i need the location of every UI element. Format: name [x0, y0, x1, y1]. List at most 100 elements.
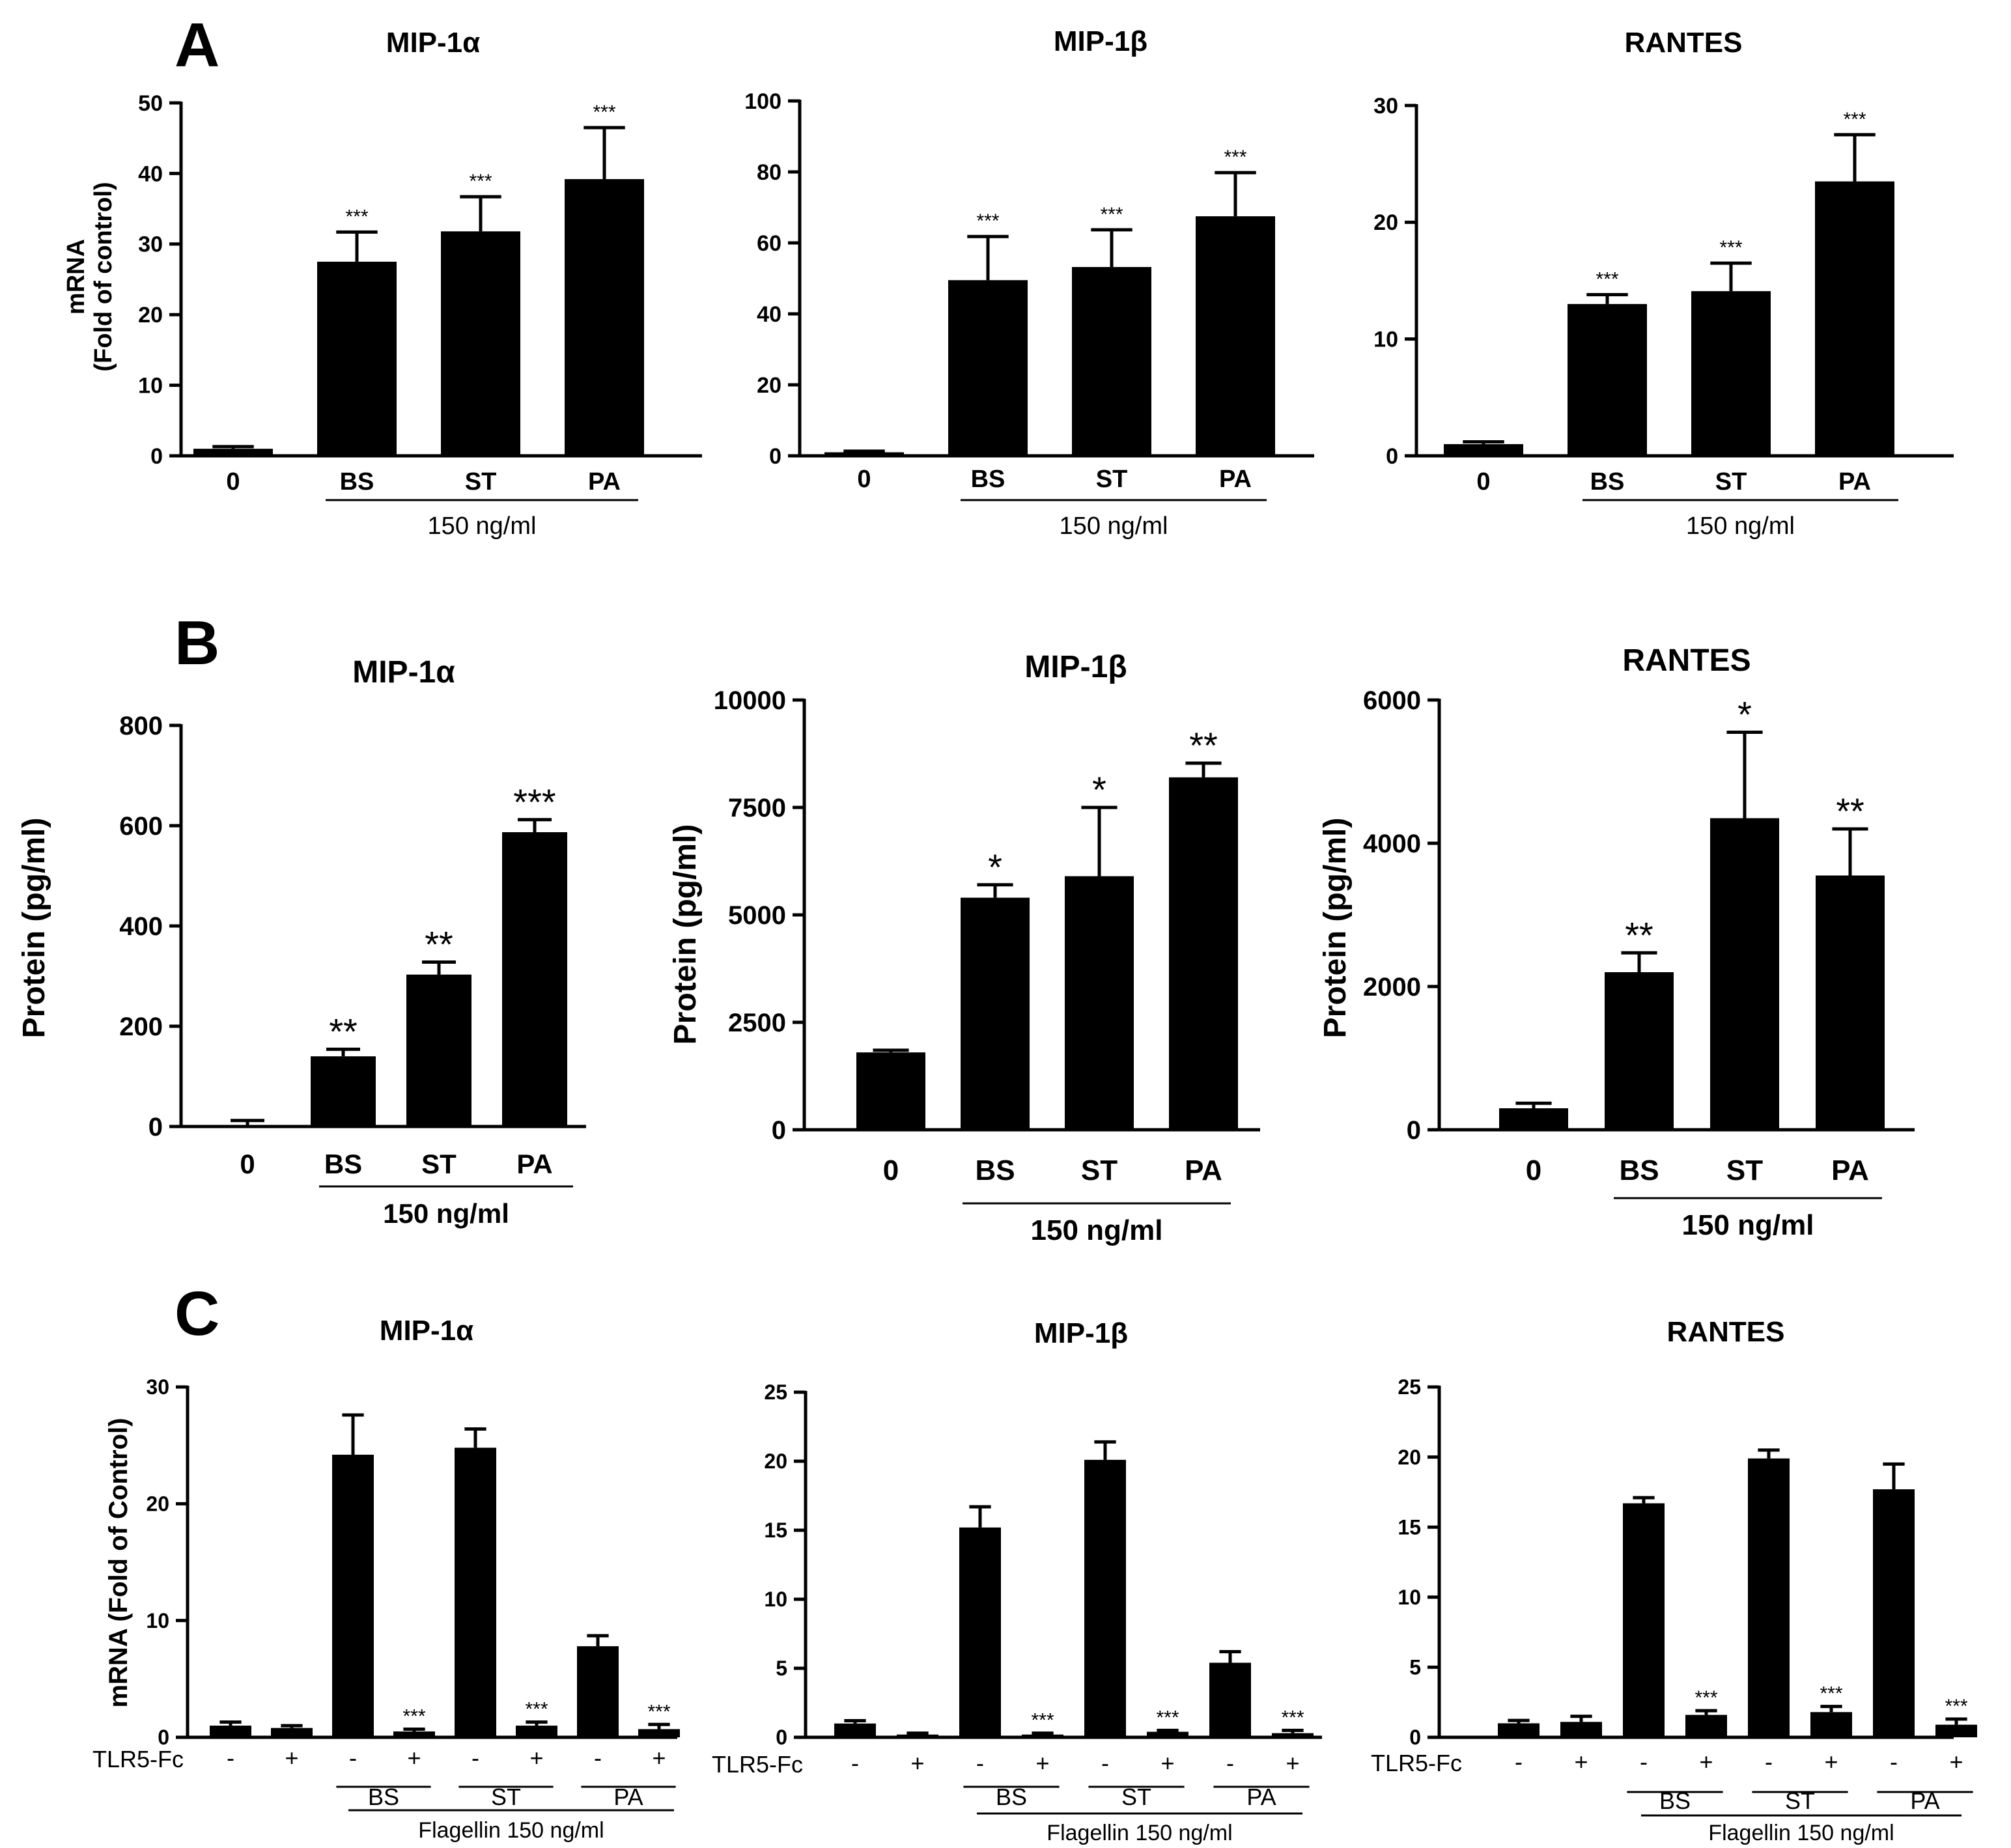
group-label: 150 ng/ml — [1686, 512, 1795, 540]
category-label: 0 — [1476, 468, 1490, 496]
y-tick-label: 80 — [757, 160, 781, 185]
y-tick-label: 40 — [138, 161, 163, 186]
bar — [317, 261, 397, 456]
chart-c-3: RANTES 0 5 10 15 20 25 - + - *** + - *** + - *** + TLR5-Fc… — [1371, 1316, 1977, 1845]
group-label: 150 ng/ml — [1682, 1209, 1814, 1241]
tlr-sign-label: - — [594, 1744, 602, 1771]
y-axis-label-line: Protein (pg/ml) — [1318, 818, 1353, 1039]
tlr-sign-label: + — [652, 1744, 666, 1771]
bar — [210, 1726, 251, 1737]
bar — [1196, 216, 1275, 456]
tlr-sign-label: + — [910, 1750, 924, 1776]
bar — [824, 452, 904, 456]
category-label: ST — [1715, 468, 1747, 496]
chart-b-3: RANTES 0 2000 4000 6000 Protein (pg/ml) 0 ** BS *… — [1318, 643, 1915, 1241]
y-tick-label: 10 — [146, 1609, 169, 1632]
chart-title: MIP-1α — [380, 1315, 473, 1347]
y-axis-label: Protein (pg/ml) — [1318, 818, 1353, 1039]
y-tick-label: 600 — [119, 812, 163, 841]
significance-label: *** — [593, 102, 615, 123]
bar — [577, 1646, 619, 1737]
significance-label: *** — [1820, 1683, 1842, 1705]
category-label: ST — [1081, 1155, 1118, 1186]
y-tick-label: 10 — [764, 1588, 787, 1611]
bar — [948, 280, 1028, 456]
category-label: PA — [588, 468, 621, 496]
subgroup-label: BS — [1659, 1787, 1691, 1814]
bar — [1022, 1734, 1063, 1737]
y-tick-label: 2500 — [728, 1009, 786, 1037]
tlr-sign-label: - — [1890, 1748, 1898, 1775]
chart-c-2: MIP-1β 0 5 10 15 20 25 - + - *** + - *** + - *** + TLR5-Fc… — [712, 1317, 1322, 1845]
significance-label: *** — [1281, 1707, 1304, 1728]
y-tick-label: 0 — [148, 1113, 163, 1141]
subgroup-label: ST — [491, 1784, 521, 1810]
significance-label: *** — [402, 1705, 425, 1727]
bar — [1605, 972, 1674, 1130]
bar — [332, 1455, 374, 1737]
y-tick-label: 0 — [776, 1726, 787, 1749]
chart-c-1: MIP-1α 0 10 20 30 mRNA (Fold of Control) - + - **… — [92, 1315, 680, 1843]
bar — [834, 1723, 876, 1737]
category-label: BS — [340, 468, 374, 496]
tlr5-fc-label: TLR5-Fc — [712, 1751, 803, 1778]
y-tick-label: 40 — [757, 302, 781, 327]
y-tick-label: 50 — [138, 91, 163, 116]
tlr-sign-label: - — [1101, 1750, 1109, 1776]
panel-label-a: A — [175, 10, 219, 80]
significance-label: *** — [1156, 1707, 1179, 1728]
bar — [1560, 1722, 1602, 1737]
category-label: BS — [971, 466, 1006, 493]
bar — [638, 1729, 680, 1737]
y-axis-label: mRNA(Fold of control) — [63, 182, 117, 371]
tlr-sign-label: + — [285, 1744, 298, 1771]
bar — [1169, 777, 1238, 1130]
panel-label-c: C — [175, 1279, 219, 1349]
tlr-sign-label: - — [1226, 1750, 1234, 1776]
y-tick-label: 20 — [1398, 1446, 1421, 1469]
tlr-sign-label: - — [227, 1744, 234, 1771]
y-tick-label: 30 — [146, 1375, 169, 1399]
y-tick-label: 20 — [764, 1449, 787, 1473]
chart-a-3: RANTES 0 10 20 30 0 *** BS *** ST *** PA 150 ng/ml — [1373, 27, 1954, 540]
significance-label: ** — [329, 1011, 358, 1052]
y-axis-label-line: Protein (pg/ml) — [17, 818, 51, 1039]
tlr-sign-label: - — [1515, 1748, 1523, 1775]
tlr-sign-label: + — [1824, 1748, 1838, 1775]
significance-label: *** — [345, 206, 368, 227]
bar — [455, 1448, 496, 1737]
y-tick-label: 100 — [744, 89, 781, 114]
bar — [1065, 876, 1134, 1130]
chart-title: MIP-1β — [1054, 25, 1147, 57]
category-label: PA — [1838, 468, 1871, 496]
y-tick-label: 4000 — [1363, 830, 1421, 858]
bar — [1873, 1489, 1915, 1737]
significance-label: *** — [1695, 1687, 1717, 1709]
significance-label: * — [988, 847, 1002, 888]
significance-label: *** — [647, 1701, 670, 1722]
y-tick-label: 20 — [138, 303, 163, 328]
significance-label: *** — [1031, 1710, 1054, 1731]
subgroup-label: PA — [613, 1784, 643, 1810]
tlr-sign-label: + — [1286, 1750, 1299, 1776]
tlr-sign-label: + — [1035, 1750, 1049, 1776]
y-axis-label: mRNA (Fold of Control) — [104, 1418, 133, 1707]
tlr-sign-label: + — [1949, 1748, 1963, 1775]
bar — [1710, 818, 1779, 1130]
tlr-sign-label: + — [1699, 1748, 1713, 1775]
subgroup-label: BS — [368, 1784, 399, 1810]
subgroup-label: PA — [1246, 1784, 1276, 1810]
chart-a-2: MIP-1β 0 20 40 60 80 100 0 *** BS *** ST *** PA 150 ng… — [744, 25, 1314, 540]
bar — [1685, 1715, 1727, 1737]
bar — [271, 1728, 313, 1737]
group-label: 150 ng/ml — [1060, 512, 1168, 540]
category-label: ST — [1096, 466, 1128, 493]
bar — [1815, 181, 1894, 456]
bar — [516, 1726, 557, 1737]
y-tick-label: 25 — [1398, 1375, 1421, 1399]
tlr-sign-label: + — [529, 1744, 543, 1771]
bar — [441, 231, 520, 456]
tlr-sign-label: - — [1640, 1748, 1648, 1775]
significance-label: *** — [1596, 269, 1618, 290]
